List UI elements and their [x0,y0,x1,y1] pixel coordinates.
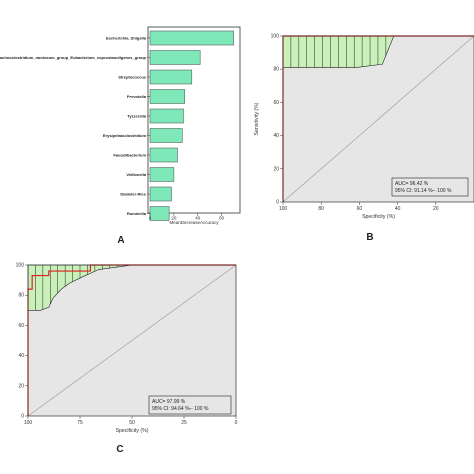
y-tick-label: 60 [273,100,279,106]
panel-c-roc-curve: 100 75 50 25 0 0 20 40 60 80 100 Specificity (%) AUC… [16,263,238,456]
y-tick-label: 20 [273,166,279,172]
x-tick-label: 50 [129,420,135,426]
bar-2 [149,50,201,65]
x-axis-label: Specificity (%) [116,428,149,434]
panel-b-plot: 100 80 60 40 20 0 20 40 60 80 100 Specificity (%) Se… [254,34,474,220]
y-tick-label: 40 [18,353,24,359]
x-tick-label: 0 [235,420,238,426]
bar-4 [149,89,185,104]
panel-a-variable-importance: Escherichia_Shigella Lachnoclostridium_ra… [0,26,241,246]
auc-box [148,395,232,415]
category-label-6: Erysipelatoclostridium [103,133,147,138]
x-tick-label: 20 [433,206,439,212]
x-tick-label: 100 [24,420,33,426]
panel-a-x-label: MeanDecreaseAccuracy [169,220,219,225]
diagonal-reference-line [282,35,474,203]
x-tick-label: 60 [219,216,225,221]
panel-b-letter: B [366,232,373,243]
category-label-7: Faecalibacterium [113,153,146,158]
y-axis-label: Sensitivity (%) [254,102,260,135]
panel-a-letter: A [117,235,124,246]
x-tick-label: 60 [357,206,363,212]
diagonal-reference-line [27,264,237,417]
auc-value: AUC= 97.99 % [152,399,186,405]
auc-ci: 95% CI: 91.14 %-- 100 % [395,188,452,194]
y-tick-label: 40 [273,133,279,139]
auc-ci: 95% CI: 94.64 %-- 100 % [152,406,209,412]
category-label-4: Prevotella [127,94,147,99]
y-tick-label: 80 [273,67,279,73]
category-label-5: Tyzzerella [127,114,147,119]
bar-1 [149,30,234,46]
y-tick-label: 100 [16,263,25,269]
bar-6 [149,128,183,143]
bar-9 [149,186,172,202]
x-tick-label: 40 [195,216,201,221]
x-tick-label: 80 [318,206,324,212]
y-tick-label: 80 [18,293,24,299]
x-axis-label: Specificity (%) [362,214,395,220]
panel-a-category-labels: Escherichia_Shigella Lachnoclostridium_ra… [0,36,150,216]
y-tick-label: 0 [21,414,24,420]
bar-8 [149,167,175,182]
x-tick-label: 100 [279,206,288,212]
panel-a-bars [149,30,234,221]
bar-10 [149,206,170,221]
category-label-9: Dialister-Rice [120,192,146,197]
plot-frame [282,35,474,203]
category-label-1: Escherichia_Shigella [106,36,147,41]
panel-a-x-axis: 0 20 40 60 [149,213,225,221]
category-label-3: Streptococcus [118,75,147,80]
confidence-band [282,35,398,68]
x-tick-label: 20 [171,216,177,221]
bar-7 [149,147,178,163]
x-tick-label: 25 [181,420,187,426]
panel-b-roc-curve: 100 80 60 40 20 0 20 40 60 80 100 Specificity (%) Se… [254,34,474,243]
bar-5 [149,108,184,124]
auc-value: AUC= 96.42 % [395,181,429,187]
auc-box [391,177,469,197]
y-tick-label: 20 [18,383,24,389]
category-label-10: Ruminella [127,211,147,216]
y-tick-label: 60 [18,323,24,329]
y-tick-label: 100 [271,34,280,40]
panel-c-plot: 100 75 50 25 0 0 20 40 60 80 100 Specificity (%) AUC… [16,263,238,435]
panel-c-letter: C [116,444,123,455]
category-label-2: Lachnoclostridium_ramlosum_group_Eubacte… [0,55,147,60]
y-tick-label: 0 [276,200,279,206]
x-tick-label: 40 [395,206,401,212]
category-label-8: Veillonella [126,172,146,177]
x-tick-label: 0 [149,216,152,221]
bar-3 [149,69,193,85]
x-tick-label: 75 [77,420,83,426]
